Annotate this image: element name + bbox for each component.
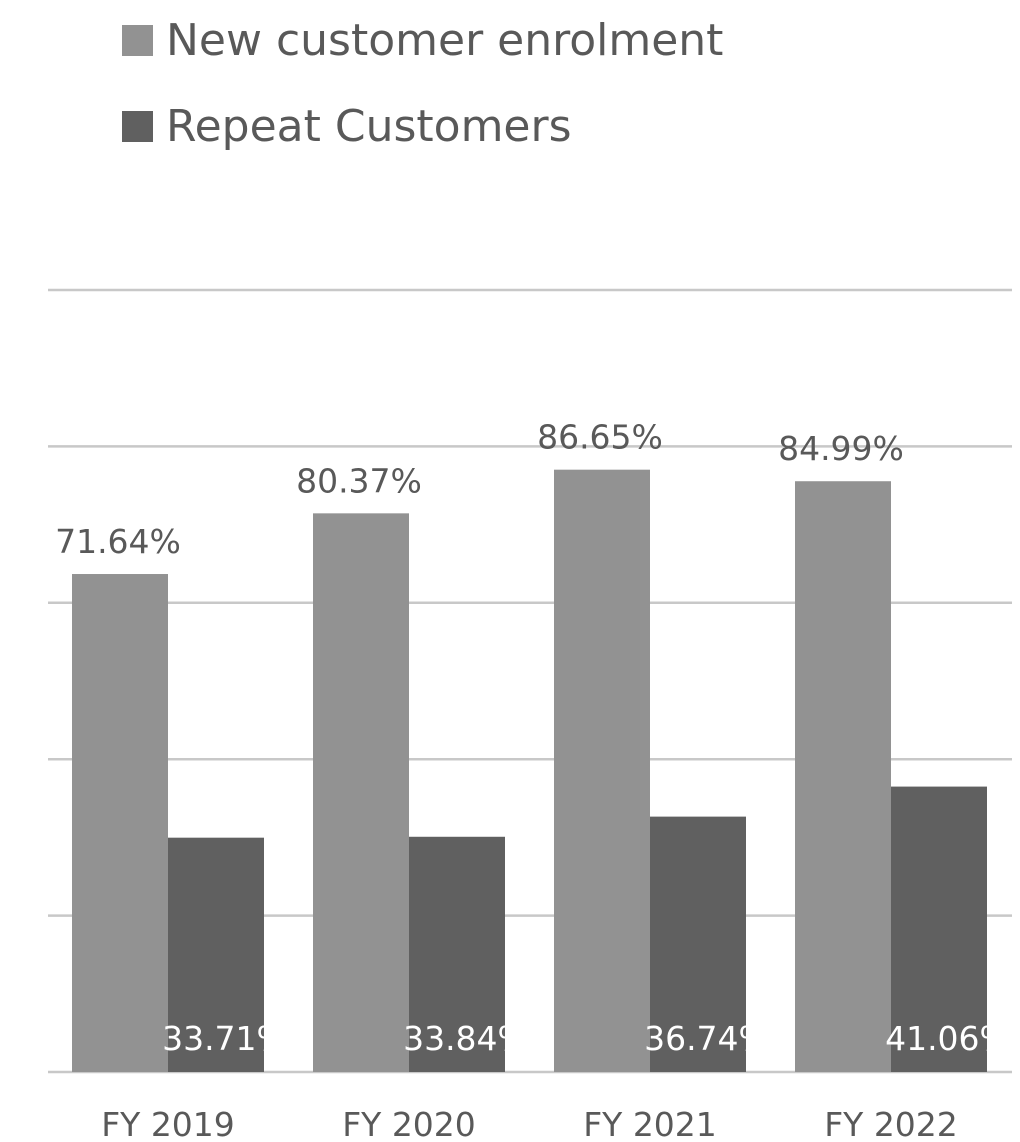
bar-repeat-customers-fy-2020 (409, 836, 505, 1072)
legend-label-repeat-customers: Repeat Customers (166, 101, 572, 152)
data-label-new-customer-enrolment-fy-2020: 80.37% (296, 461, 422, 500)
data-label-repeat-customers-fy-2019: 33.71% (162, 1019, 288, 1058)
x-tick-label: FY 2020 (342, 1105, 476, 1142)
data-label-repeat-customers-fy-2020: 33.84% (403, 1019, 529, 1058)
bar-repeat-customers-fy-2022 (891, 786, 987, 1072)
data-label-new-customer-enrolment-fy-2022: 84.99% (778, 429, 904, 468)
data-label-repeat-customers-fy-2021: 36.74% (644, 1019, 770, 1058)
bar-repeat-customers-fy-2021 (650, 816, 746, 1072)
x-tick-label: FY 2022 (824, 1105, 958, 1142)
legend-label-new-customer-enrolment: New customer enrolment (166, 15, 723, 66)
bar-new-customer-enrolment-fy-2022 (795, 481, 891, 1072)
data-label-new-customer-enrolment-fy-2021: 86.65% (537, 418, 663, 457)
bar-repeat-customers-fy-2019 (168, 837, 264, 1072)
chart-legend: New customer enrolment Repeat Customers (122, 15, 723, 152)
legend-swatch-repeat-customers (122, 111, 153, 142)
data-label-new-customer-enrolment-fy-2019: 71.64% (55, 522, 181, 561)
x-tick-label: FY 2019 (101, 1105, 235, 1142)
bar-new-customer-enrolment-fy-2019 (72, 574, 168, 1072)
x-tick-label: FY 2021 (583, 1105, 717, 1142)
bars (72, 469, 987, 1072)
x-axis-tick-labels: FY 2019 FY 2020 FY 2021 FY 2022 (101, 1105, 958, 1142)
data-label-repeat-customers-fy-2022: 41.06% (885, 1019, 1011, 1058)
legend-swatch-new-customer-enrolment (122, 25, 153, 56)
bar-new-customer-enrolment-fy-2021 (554, 469, 650, 1072)
data-labels: 71.64% 33.71% 80.37% 33.84% 86.65% 36.74% 84.9… (55, 418, 1011, 1058)
bar-new-customer-enrolment-fy-2020 (313, 513, 409, 1072)
